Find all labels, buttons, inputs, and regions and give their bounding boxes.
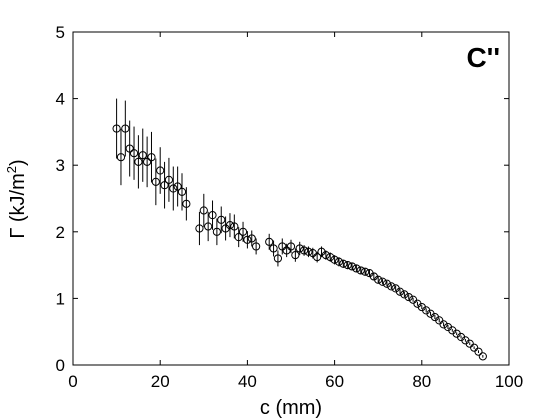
data-point: [252, 242, 261, 251]
plot-area: [72, 31, 510, 366]
data-point: [212, 227, 221, 236]
data-point: [134, 157, 143, 166]
data-point: [182, 199, 191, 208]
data-point: [382, 279, 392, 288]
data-point: [177, 187, 187, 196]
y-axis-label-superscript: 2: [4, 166, 19, 173]
data-point: [238, 227, 248, 236]
data-point: [352, 264, 361, 273]
x-tick-label: 100: [495, 372, 523, 391]
y-axis-label-close: ): [7, 159, 29, 166]
data-point: [286, 242, 296, 251]
y-tick-label: 2: [56, 223, 65, 242]
data-point: [269, 244, 278, 253]
data-marks: [112, 98, 487, 361]
data-point: [164, 175, 174, 184]
panel-label: C'': [466, 42, 500, 73]
data-point: [478, 352, 487, 361]
x-tick-label: 20: [151, 372, 170, 391]
data-point: [116, 153, 126, 162]
data-point: [156, 166, 165, 175]
data-point: [204, 222, 213, 231]
data-point: [138, 151, 147, 160]
data-point: [374, 275, 383, 284]
data-point: [195, 224, 204, 233]
data-point: [234, 233, 243, 242]
data-point: [143, 157, 152, 166]
data-point: [400, 290, 409, 299]
x-tick-label: 60: [325, 372, 344, 391]
data-point: [330, 255, 339, 264]
data-point: [439, 320, 448, 329]
data-point: [125, 144, 134, 153]
x-tick-label: 0: [68, 372, 77, 391]
y-tick-label: 1: [56, 289, 65, 308]
y-tick-label: 0: [56, 356, 65, 375]
data-point: [295, 244, 304, 253]
data-point: [339, 259, 348, 268]
data-point: [199, 206, 208, 215]
data-point: [265, 237, 274, 246]
y-tick-label: 4: [56, 90, 65, 109]
data-point: [160, 181, 169, 190]
data-point: [361, 267, 370, 276]
data-point: [112, 124, 121, 133]
y-axis-label: Γ (kJ/m2): [4, 159, 29, 238]
axis-ticks: 0 20 40 60 80 100 0 1 2 3 4 5: [56, 23, 524, 391]
data-point: [474, 347, 483, 356]
data-point: [347, 262, 357, 271]
data-point: [291, 251, 300, 260]
data-point: [304, 247, 313, 256]
data-point: [334, 257, 344, 266]
x-axis-label: c (mm): [260, 397, 322, 419]
data-point: [387, 282, 396, 291]
data-point: [273, 254, 283, 263]
data-point: [129, 149, 139, 158]
data-point: [169, 184, 178, 193]
data-point: [378, 277, 387, 286]
data-point: [243, 235, 252, 244]
y-tick-label: 3: [56, 156, 65, 175]
data-point: [225, 221, 235, 230]
data-point: [299, 246, 309, 255]
data-point: [313, 253, 322, 262]
y-tick-label: 5: [56, 23, 65, 42]
data-point: [230, 222, 239, 231]
data-point: [356, 266, 365, 275]
data-point: [147, 153, 156, 162]
data-point: [121, 124, 130, 133]
data-point: [173, 182, 182, 191]
data-point: [217, 215, 226, 224]
data-point: [321, 251, 330, 260]
data-point: [247, 234, 256, 243]
x-tick-label: 80: [412, 372, 431, 391]
data-point: [343, 261, 352, 270]
data-point: [404, 292, 413, 302]
x-tick-label: 40: [238, 372, 257, 391]
y-axis-label-main: Γ (kJ/m: [7, 173, 29, 238]
data-point: [395, 287, 405, 296]
data-point: [326, 253, 335, 262]
data-point: [208, 211, 217, 220]
data-point: [151, 177, 160, 186]
